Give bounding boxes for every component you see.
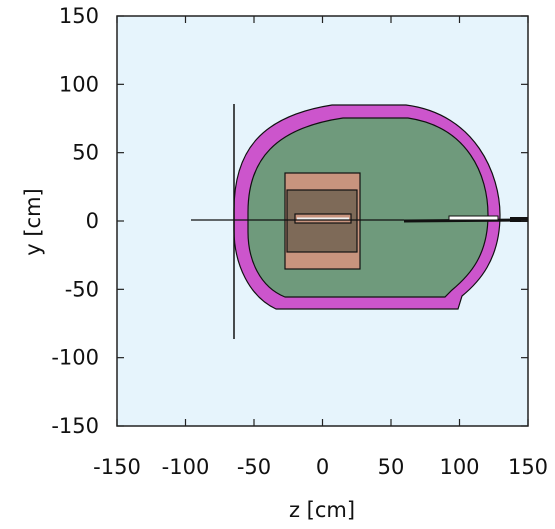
- x-tick-label: 50: [378, 455, 405, 479]
- y-tick-label: 150: [59, 4, 99, 28]
- geometry-group: [191, 104, 528, 339]
- x-tick-label: -50: [237, 455, 271, 479]
- beam-window: [448, 215, 499, 221]
- y-axis-title: y [cm]: [21, 188, 45, 256]
- y-tick-label: -50: [65, 277, 99, 301]
- y-tick-label: -100: [51, 346, 99, 370]
- inner-volume: [247, 117, 489, 298]
- y-tick-label: 0: [86, 209, 99, 233]
- y-tick-label: 50: [72, 141, 99, 165]
- x-tick-label: 150: [508, 455, 548, 479]
- y-tick-label: -150: [51, 414, 99, 438]
- axis-ticks: -150 -100 -50 0 50 100 150 150 100 50 0 -50 -100 -150: [51, 4, 548, 479]
- y-tick-label: 100: [59, 72, 99, 96]
- x-tick-label: -150: [93, 455, 141, 479]
- x-tick-label: 0: [316, 455, 329, 479]
- x-tick-label: -100: [162, 455, 210, 479]
- x-axis-title: z [cm]: [289, 498, 355, 522]
- x-tick-label: 100: [439, 455, 479, 479]
- beam-exit: [510, 217, 528, 222]
